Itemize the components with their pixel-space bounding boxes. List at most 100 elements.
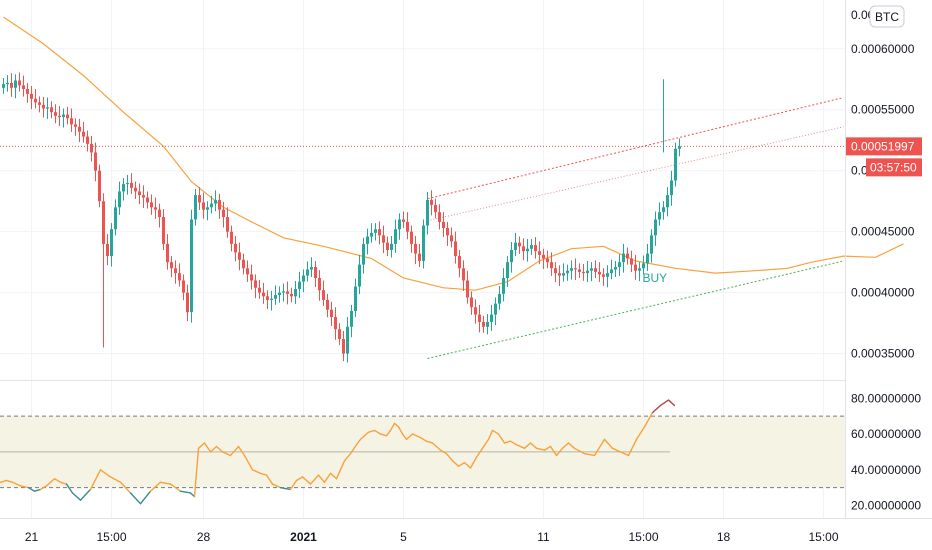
candle[interactable]	[670, 170, 673, 206]
candle[interactable]	[170, 256, 173, 278]
candle[interactable]	[638, 262, 641, 282]
candle[interactable]	[578, 263, 581, 279]
candle[interactable]	[246, 260, 249, 282]
candle[interactable]	[442, 212, 445, 238]
candle[interactable]	[222, 201, 225, 228]
candle[interactable]	[166, 234, 169, 270]
candle[interactable]	[658, 202, 661, 226]
candle[interactable]	[82, 121, 85, 143]
candle[interactable]	[498, 285, 501, 310]
candle[interactable]	[590, 262, 593, 282]
candle[interactable]	[214, 190, 217, 212]
candle[interactable]	[366, 228, 369, 255]
candle[interactable]	[438, 204, 441, 230]
candle[interactable]	[450, 227, 453, 248]
candle[interactable]	[390, 235, 393, 258]
candle[interactable]	[402, 211, 405, 229]
candle[interactable]	[122, 178, 125, 201]
candle[interactable]	[570, 260, 573, 280]
candle[interactable]	[602, 268, 605, 286]
candle[interactable]	[190, 209, 193, 323]
candle[interactable]	[94, 142, 97, 182]
candle[interactable]	[510, 242, 513, 273]
candle[interactable]	[394, 219, 397, 253]
candle[interactable]	[418, 243, 421, 268]
candle[interactable]	[630, 250, 633, 273]
candle[interactable]	[462, 260, 465, 291]
candle[interactable]	[230, 225, 233, 252]
candle[interactable]	[358, 254, 361, 295]
candle[interactable]	[98, 164, 101, 208]
candle[interactable]	[158, 203, 161, 228]
candle[interactable]	[514, 232, 517, 257]
candle[interactable]	[34, 89, 37, 109]
candle[interactable]	[454, 231, 457, 264]
candle[interactable]	[494, 297, 497, 326]
candle[interactable]	[350, 304, 353, 338]
candle[interactable]	[406, 212, 409, 240]
candle[interactable]	[458, 249, 461, 278]
candle[interactable]	[386, 236, 389, 257]
candle[interactable]	[374, 223, 377, 241]
candle[interactable]	[558, 265, 561, 287]
candle[interactable]	[270, 290, 273, 311]
candle[interactable]	[378, 221, 381, 245]
candle[interactable]	[474, 299, 477, 324]
candle[interactable]	[550, 252, 553, 276]
candle[interactable]	[398, 213, 401, 240]
candle[interactable]	[506, 256, 509, 288]
candle[interactable]	[262, 282, 265, 304]
candle[interactable]	[142, 185, 145, 209]
candle[interactable]	[338, 323, 341, 346]
candle[interactable]	[314, 260, 317, 288]
candle[interactable]	[186, 284, 189, 322]
candle[interactable]	[598, 262, 601, 282]
candle[interactable]	[86, 130, 89, 152]
candle[interactable]	[422, 219, 425, 269]
candle[interactable]	[90, 135, 93, 162]
candle[interactable]	[546, 250, 549, 269]
currency-badge[interactable]: BTC	[869, 5, 905, 28]
candle[interactable]	[326, 293, 329, 318]
candle[interactable]	[78, 118, 81, 143]
candle[interactable]	[306, 261, 309, 282]
candle[interactable]	[502, 268, 505, 302]
candle[interactable]	[330, 301, 333, 327]
candle[interactable]	[322, 280, 325, 307]
candle[interactable]	[614, 260, 617, 278]
candle[interactable]	[150, 194, 153, 215]
candle[interactable]	[478, 304, 481, 333]
candle[interactable]	[522, 238, 525, 261]
candle[interactable]	[574, 258, 577, 280]
candle[interactable]	[58, 106, 61, 127]
candle[interactable]	[30, 85, 33, 110]
candle[interactable]	[38, 96, 41, 113]
candle[interactable]	[650, 229, 653, 263]
candle[interactable]	[174, 260, 177, 284]
candle[interactable]	[274, 285, 277, 305]
candle[interactable]	[566, 264, 569, 281]
candle[interactable]	[138, 183, 141, 205]
candle[interactable]	[434, 198, 437, 219]
candle[interactable]	[594, 260, 597, 279]
candle[interactable]	[242, 253, 245, 275]
candle[interactable]	[662, 201, 665, 220]
candle[interactable]	[654, 211, 657, 246]
candle[interactable]	[254, 274, 257, 299]
candle[interactable]	[486, 313, 489, 335]
candle[interactable]	[278, 286, 281, 303]
candle[interactable]	[622, 243, 625, 273]
candle[interactable]	[210, 195, 213, 214]
candle[interactable]	[22, 75, 25, 97]
candle[interactable]	[618, 254, 621, 277]
candle[interactable]	[266, 290, 269, 309]
candle[interactable]	[70, 108, 73, 132]
candle[interactable]	[318, 270, 321, 301]
candle[interactable]	[182, 274, 185, 301]
candle[interactable]	[114, 199, 117, 236]
candle[interactable]	[6, 74, 9, 92]
candle[interactable]	[14, 74, 17, 99]
candle[interactable]	[626, 247, 629, 265]
candle[interactable]	[298, 271, 301, 299]
candle[interactable]	[2, 78, 5, 94]
